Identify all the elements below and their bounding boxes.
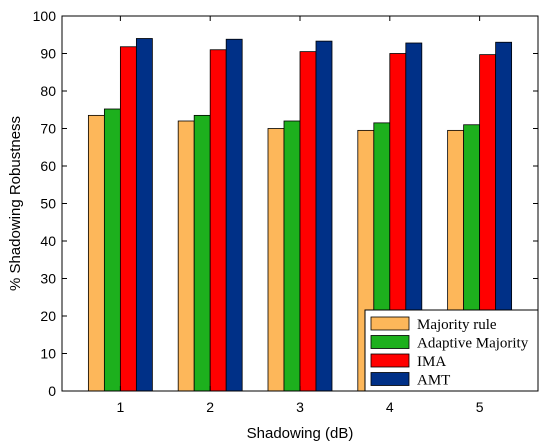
bar-adaptive-majority-1 — [103, 108, 121, 392]
y-axis-ticks: 0 10 20 30 40 50 60 70 80 90 100 — [33, 8, 538, 399]
bar-ima-2 — [209, 49, 227, 392]
y-tick-label: 50 — [40, 196, 56, 212]
x-tick-label: 1 — [116, 399, 124, 415]
x-tick-label: 2 — [206, 399, 214, 415]
y-tick-label: 100 — [33, 8, 57, 24]
y-tick-label: 10 — [40, 346, 56, 362]
x-axis-title: Shadowing (dB) — [247, 425, 354, 442]
x-tick-label: 5 — [476, 399, 484, 415]
bar-amt-3 — [315, 40, 333, 392]
x-tick-label: 3 — [296, 399, 304, 415]
plot-frame — [61, 15, 539, 392]
legend: Majority rule Adaptive Majority IMA AMT — [364, 309, 539, 392]
y-tick-label: 30 — [40, 271, 56, 287]
y-tick-label: 90 — [40, 46, 56, 62]
legend-label: Adaptive Majority — [417, 336, 529, 352]
bar-ima-3 — [299, 51, 317, 392]
legend-label: AMT — [417, 373, 450, 389]
legend-label: Majority rule — [417, 317, 497, 333]
y-tick-label: 60 — [40, 158, 56, 174]
bar-amt-1 — [135, 38, 153, 392]
bar-majority-rule-3 — [267, 128, 285, 392]
y-axis-title: % Shadowing Robustness — [7, 116, 24, 291]
legend-swatch-adaptive-majority — [370, 335, 410, 349]
bar-adaptive-majority-3 — [283, 120, 301, 392]
bar-adaptive-majority-2 — [193, 114, 211, 392]
x-tick-label: 4 — [386, 399, 394, 415]
legend-swatch-amt — [370, 372, 410, 386]
y-tick-label: 40 — [40, 233, 56, 249]
bar-majority-rule-1 — [87, 114, 105, 392]
x-axis-ticks: 1 2 3 4 5 — [116, 16, 484, 415]
y-tick-label: 70 — [40, 121, 56, 137]
bar-ima-1 — [119, 46, 137, 392]
y-tick-label: 0 — [48, 383, 56, 399]
legend-swatch-ima — [370, 353, 410, 368]
bar-amt-2 — [225, 38, 243, 392]
bar-majority-rule-2 — [177, 120, 195, 392]
y-tick-label: 20 — [40, 308, 56, 324]
legend-swatch-majority-rule — [370, 316, 410, 331]
y-tick-label: 80 — [40, 83, 56, 99]
legend-label: IMA — [417, 354, 446, 370]
